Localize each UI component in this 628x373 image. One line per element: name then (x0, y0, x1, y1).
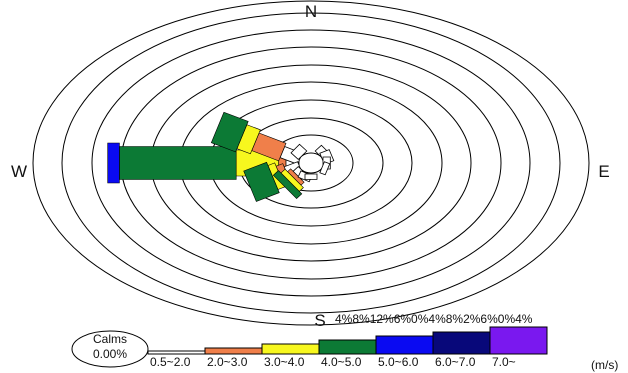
calms-label: Calms (93, 332, 127, 346)
ring-10 (32, 0, 590, 326)
legend-swatch-1 (147, 350, 206, 355)
legend-swatch-3 (261, 343, 320, 355)
radial-scale-labels: 4%8%12%6%0%4%8%2%6%0%4% (335, 312, 533, 326)
sector-bars (107, 111, 335, 202)
bar-w-4.0~5.0 (119, 146, 237, 180)
bar-nw-0.5~2.0 (290, 143, 308, 160)
legend-swatch-7 (489, 326, 548, 355)
bar-w-5.0~6.0 (107, 142, 120, 184)
legend-label-1: 0.5~2.0 (150, 355, 191, 369)
speed-legend: 0.5~2.0 2.0~3.0 3.0~4.0 4.0~5.0 5.0~6.0 6.0~7… (147, 326, 548, 369)
direction-label-south: S (314, 311, 325, 330)
direction-label-north: N (305, 2, 317, 21)
bar-wnw-4.0~5.0 (210, 111, 249, 153)
ring-8 (91, 29, 531, 297)
legend-swatch-2 (204, 347, 263, 355)
bar-s-0.5~2.0 (304, 173, 318, 180)
legend-label-4: 4.0~5.0 (321, 355, 362, 369)
calms-ellipse (71, 330, 149, 368)
direction-label-east: E (598, 162, 609, 181)
bar-wsw-4.0~5.0 (243, 161, 280, 202)
direction-label-west: W (11, 162, 27, 181)
legend-label-6: 6.0~7.0 (435, 355, 476, 369)
legend-swatch-6 (432, 331, 491, 355)
legend-swatch-4 (318, 339, 377, 355)
bar-ese-0.5~2.0 (319, 161, 331, 176)
ring-9 (61, 12, 561, 314)
legend-label-7: 7.0~ (492, 355, 516, 369)
legend-label-2: 2.0~3.0 (207, 355, 248, 369)
legend-label-3: 3.0~4.0 (264, 355, 305, 369)
units-label: (m/s) (591, 358, 618, 372)
calms-value: 0.00% (93, 347, 127, 361)
legend-label-5: 5.0~6.0 (378, 355, 419, 369)
legend-swatch-5 (375, 335, 434, 355)
bar-sw-4.0~5.0 (272, 170, 303, 200)
